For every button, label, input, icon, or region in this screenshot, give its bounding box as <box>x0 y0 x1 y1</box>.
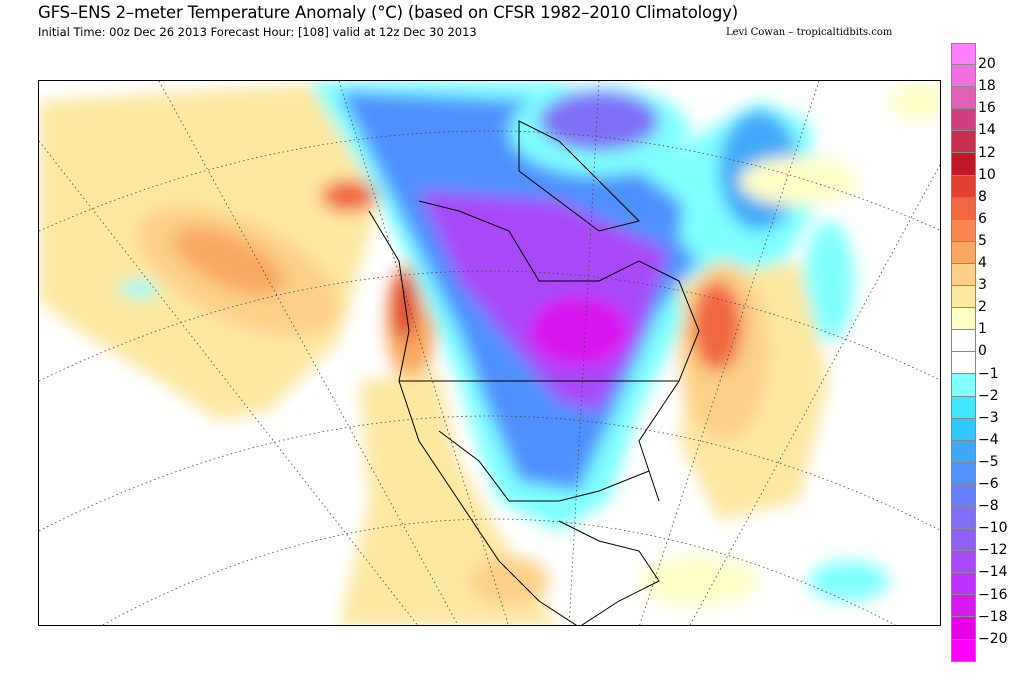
colorbar-label: 8 <box>978 188 987 205</box>
colorbar-label: 14 <box>978 122 996 139</box>
colorbar-swatch <box>951 396 976 419</box>
credit-text: Levi Cowan – tropicaltidbits.com <box>726 27 893 38</box>
colorbar-swatch <box>951 573 976 596</box>
colorbar-swatch <box>951 418 976 441</box>
colorbar-label: −4 <box>978 431 999 448</box>
colorbar-swatch <box>951 219 976 242</box>
colorbar-swatch <box>951 374 976 397</box>
lat-lon-grid <box>39 81 940 625</box>
colorbar-swatch <box>951 617 976 640</box>
colorbar-label: −20 <box>978 630 1008 647</box>
colorbar-label: −12 <box>978 542 1008 559</box>
colorbar-label: 10 <box>978 166 996 183</box>
colorbar-label: −14 <box>978 564 1008 581</box>
colorbar-swatch <box>951 286 976 309</box>
colorbar-swatch <box>951 241 976 264</box>
map-svg <box>39 81 940 625</box>
colorbar-label: −1 <box>978 365 999 382</box>
colorbar-label: 12 <box>978 144 996 161</box>
colorbar-label: −2 <box>978 387 999 404</box>
anomaly-fields <box>39 81 940 625</box>
colorbar-label: 6 <box>978 210 987 227</box>
colorbar-label: −6 <box>978 476 999 492</box>
colorbar-swatch <box>951 529 976 552</box>
colorbar-label: −10 <box>978 520 1008 537</box>
colorbar-label: 3 <box>978 277 987 294</box>
colorbar-label: −8 <box>978 498 999 515</box>
colorbar <box>951 43 976 662</box>
colorbar-swatch <box>951 263 976 287</box>
colorbar-label: 5 <box>978 232 987 249</box>
colorbar-swatch <box>951 440 976 463</box>
colorbar-swatch <box>951 330 976 353</box>
colorbar-swatch <box>951 506 976 530</box>
anomaly-map <box>38 80 941 626</box>
colorbar-swatch <box>951 87 976 110</box>
colorbar-swatch <box>951 131 976 154</box>
colorbar-label: 1 <box>978 321 987 338</box>
colorbar-label: −16 <box>978 586 1008 603</box>
colorbar-label: 0 <box>978 343 987 360</box>
colorbar-label: 4 <box>978 255 987 271</box>
colorbar-label: 2 <box>978 299 987 316</box>
colorbar-label: 16 <box>978 100 996 117</box>
colorbar-swatch <box>951 308 976 331</box>
colorbar-label: −18 <box>978 608 1008 625</box>
chart-title: GFS–ENS 2–meter Temperature Anomaly (°C)… <box>38 3 738 22</box>
chart-subtitle: Initial Time: 00z Dec 26 2013 Forecast H… <box>38 25 477 39</box>
colorbar-label: 18 <box>978 78 996 95</box>
colorbar-swatch <box>951 352 976 375</box>
colorbar-swatch <box>951 197 976 220</box>
colorbar-label: −3 <box>978 409 999 426</box>
colorbar-swatch <box>951 109 976 132</box>
colorbar-swatch <box>951 43 976 66</box>
colorbar-label: −5 <box>978 453 999 470</box>
colorbar-swatch <box>951 551 976 574</box>
colorbar-swatch <box>951 595 976 618</box>
colorbar-swatch <box>951 462 976 485</box>
colorbar-label: 20 <box>978 56 996 73</box>
colorbar-swatch <box>951 175 976 198</box>
colorbar-swatch <box>951 639 976 662</box>
colorbar-swatch <box>951 153 976 176</box>
colorbar-swatch <box>951 484 976 507</box>
colorbar-swatch <box>951 65 976 88</box>
